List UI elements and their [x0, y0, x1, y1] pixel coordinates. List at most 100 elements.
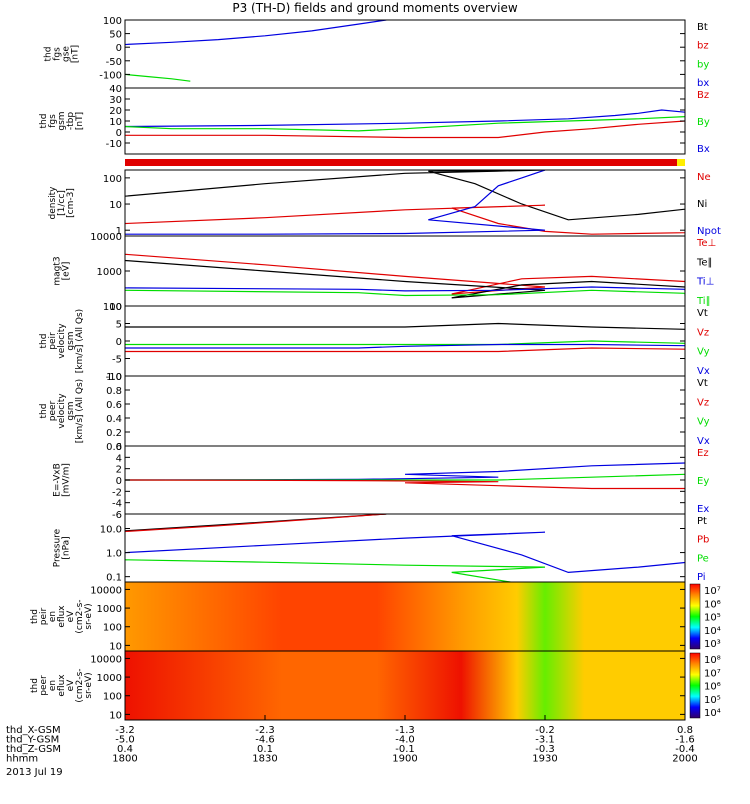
x-row-value: 1800	[112, 754, 137, 765]
series-line-Ne	[125, 205, 750, 234]
y-tick-label: 5	[116, 320, 122, 331]
y-axis-label-line: sr-eV)	[84, 603, 94, 629]
y-tick-label: 100	[103, 692, 122, 703]
legend-entry: Ey	[697, 476, 709, 487]
y-axis-label-line: [km/s] (All Qs)	[75, 309, 85, 373]
y-axis-label-line: [mV/m]	[62, 463, 72, 497]
y-tick-label: 20	[109, 106, 122, 117]
y-tick-label: 10	[109, 200, 122, 211]
y-tick-label: -2	[112, 487, 122, 498]
y-tick-label: 0	[116, 43, 122, 54]
y-tick-label: -100	[99, 70, 122, 81]
legend-entry: Npot	[697, 226, 721, 237]
legend-entry: Pt	[697, 516, 707, 527]
series-line-bx	[125, 20, 386, 45]
legend-entry: Te∥	[696, 257, 713, 268]
legend-entry: Vz	[697, 397, 709, 408]
y-tick-label: -4	[112, 499, 122, 510]
x-row-value: 1900	[392, 754, 417, 765]
y-axis-label-line: [eV]	[62, 262, 72, 281]
x-row-label: hhmm	[6, 754, 38, 765]
legend-entry: Bz	[697, 90, 709, 101]
y-tick-label: 1000	[97, 267, 122, 278]
series-line-Ni	[125, 170, 732, 220]
y-tick-label: 50	[109, 30, 122, 41]
legend-entry: by	[697, 59, 709, 70]
y-tick-label: 0	[116, 337, 122, 348]
legend-entry: Bt	[697, 22, 708, 33]
y-tick-label: 30	[109, 95, 122, 106]
mode-bar-end	[677, 159, 685, 166]
colorbar-label: 10⁵	[704, 613, 721, 624]
series-line-Npot	[125, 170, 545, 234]
y-tick-label: 2	[116, 465, 122, 476]
y-tick-label: 0.8	[106, 386, 122, 397]
colorbar-label: 10⁴	[704, 708, 721, 719]
legend-entry: Ti⊥	[696, 277, 714, 288]
y-axis-label-line: [nT]	[71, 45, 81, 63]
legend-entry: Vy	[697, 347, 710, 358]
y-axis-label-line: [nT]	[75, 112, 85, 130]
colorbar-label: 10⁴	[704, 626, 721, 637]
heatmap-fill	[125, 582, 685, 651]
y-tick-label: -10	[106, 139, 122, 150]
y-tick-label: 4	[116, 453, 122, 464]
y-tick-label: 10.0	[100, 524, 122, 535]
y-tick-label: 10	[109, 641, 122, 652]
legend-entry: Te⊥	[696, 238, 716, 249]
x-row-value: 2000	[672, 754, 697, 765]
legend-entry: Bx	[697, 144, 710, 155]
legend-entry: bz	[697, 41, 709, 52]
y-tick-label: 40	[109, 84, 122, 95]
colorbar	[690, 584, 700, 649]
legend-entry: Ne	[697, 172, 711, 183]
panel-frame	[125, 88, 685, 154]
x-row-value: 1830	[252, 754, 277, 765]
colorbar-label: 10⁵	[704, 695, 721, 706]
colorbar-label: 10⁶	[704, 682, 721, 693]
x-date-label: 2013 Jul 19	[6, 767, 63, 778]
y-tick-label: 0.2	[106, 428, 122, 439]
legend-entry: Vy	[697, 417, 710, 428]
y-tick-label: 0.4	[106, 414, 122, 425]
legend-entry: By	[697, 117, 710, 128]
y-tick-label: 0	[116, 128, 122, 139]
mode-bar	[125, 159, 685, 166]
heatmap-fill	[125, 651, 685, 720]
colorbar-label: 10³	[704, 639, 721, 650]
y-tick-label: 100	[103, 174, 122, 185]
y-tick-label: 10000	[90, 232, 122, 243]
y-tick-label: -50	[106, 57, 122, 68]
y-tick-label: 10000	[90, 654, 122, 665]
y-tick-label: -5	[112, 355, 122, 366]
series-line-Ez	[125, 480, 750, 489]
y-tick-label: 100	[103, 623, 122, 634]
y-tick-label: 10	[109, 710, 122, 721]
y-tick-label: 10000	[90, 585, 122, 596]
colorbar-label: 10⁸	[704, 655, 721, 666]
y-tick-label: 1000	[97, 604, 122, 615]
legend-entry: Ez	[697, 448, 709, 459]
legend-entry: Pe	[697, 553, 709, 564]
legend-entry: Vz	[697, 327, 709, 338]
y-tick-label: 10	[109, 117, 122, 128]
legend-entry: Vx	[697, 436, 710, 447]
y-tick-label: 0.6	[106, 400, 122, 411]
chart-title: P3 (TH-D) fields and ground moments over…	[232, 1, 517, 15]
series-line-by	[125, 74, 190, 81]
legend-entry: Ni	[697, 199, 707, 210]
x-row-value: 1930	[532, 754, 557, 765]
y-tick-label: -6	[112, 510, 122, 521]
